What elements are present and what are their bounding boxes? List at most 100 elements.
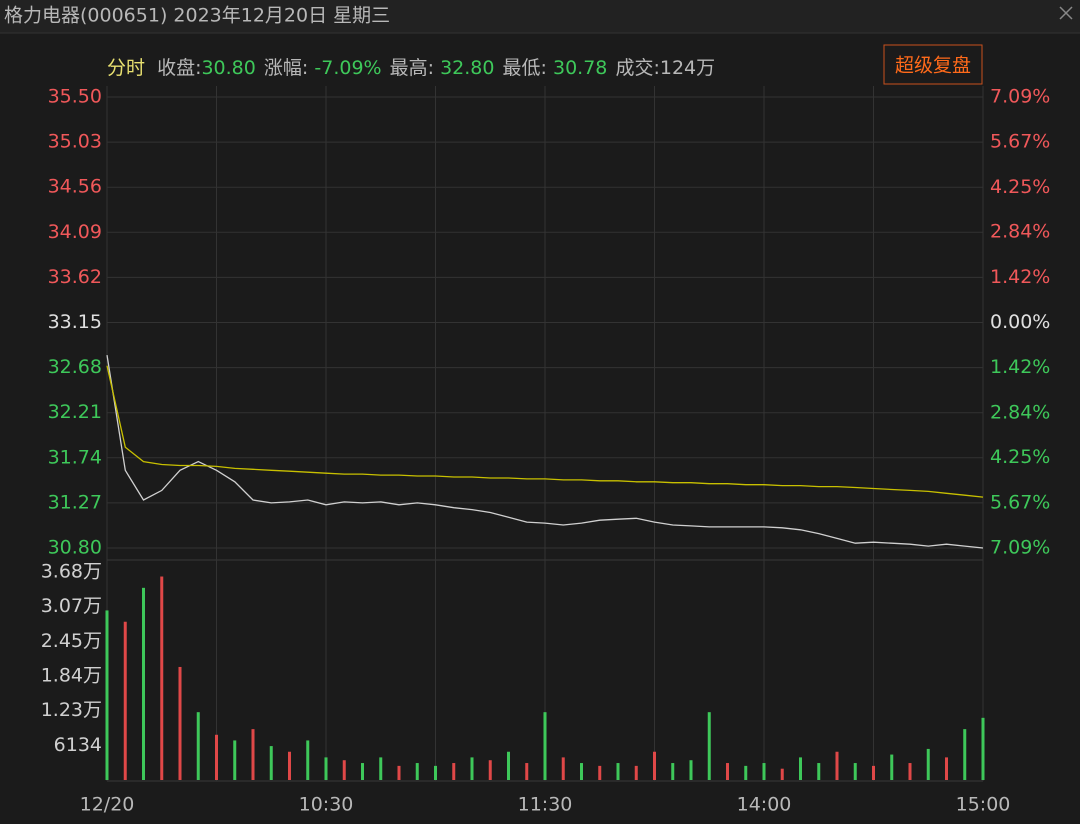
volume-bar [981, 717, 985, 780]
volume-bar [908, 763, 912, 780]
turnover: 成交:124万 [615, 57, 715, 79]
volume-bar [142, 587, 145, 780]
y-tick-label: 1.23万 [41, 699, 102, 721]
button-label[interactable]: 超级复盘 [895, 55, 971, 77]
volume-bar [963, 729, 967, 780]
y2-tick-label: 0.00% [990, 311, 1050, 333]
volume-bar [123, 621, 127, 780]
volume-bar [488, 760, 492, 780]
y2-tick-label: 2.84% [990, 401, 1050, 423]
y2-tick-label: 4.25% [990, 446, 1050, 468]
volume-bar [178, 666, 182, 780]
y-tick-label: 1.84万 [41, 665, 102, 687]
volume-bar [361, 763, 364, 780]
volume-bar [233, 740, 237, 780]
info-label: 涨幅: [264, 57, 314, 79]
y-tick-label: 3.07万 [41, 595, 102, 617]
info-label: 收盘: [157, 57, 201, 79]
info-line: 分时 收盘:30.80 涨幅: -7.09% 最高: 32.80 最低: 30.… [107, 57, 715, 79]
volume-bar [872, 765, 875, 780]
y-tick-label: 32.21 [48, 401, 102, 423]
y-tick-label: 33.62 [48, 266, 102, 288]
y-tick-label: 30.80 [48, 537, 102, 559]
info-value: 30.80 [201, 57, 255, 79]
replay-button[interactable]: 超级复盘 [883, 44, 983, 85]
y-tick-label: 35.50 [48, 86, 102, 108]
volume-bar [105, 610, 109, 780]
info-value: 30.78 [553, 57, 607, 79]
volume-bar [671, 763, 675, 780]
y-tick-label: 6134 [54, 734, 102, 756]
volume-bar [926, 748, 930, 780]
volume-bar [853, 763, 857, 780]
volume-bar [215, 734, 218, 780]
close-button[interactable] [1059, 6, 1073, 20]
volume-bar [288, 751, 291, 780]
x-tick-label: 14:00 [737, 794, 792, 816]
y-tick-label: 34.56 [48, 176, 102, 198]
volume-bar [598, 765, 602, 780]
volume-bar [890, 754, 894, 780]
y2-tick-label: 5.67% [990, 131, 1050, 153]
volume-bar [707, 712, 711, 780]
mode: 分时 [107, 57, 145, 79]
volume-bar [580, 763, 583, 780]
info-label: 最低: [503, 57, 553, 79]
y2-tick-label: 7.09% [990, 86, 1050, 108]
y-tick-label: 31.27 [48, 491, 102, 513]
x-tick-label: 12/20 [80, 794, 135, 816]
volume-bar [835, 751, 839, 780]
info-label: 最高: [390, 57, 440, 79]
volume-bar [543, 712, 547, 780]
volume-bar [817, 763, 821, 780]
volume-bar [653, 751, 656, 780]
volume-bar [415, 763, 419, 780]
volume-bar [507, 751, 510, 780]
volume-bar [762, 763, 766, 780]
y-tick-label: 33.15 [48, 311, 102, 333]
volume-bar [634, 765, 638, 780]
title-bar [0, 0, 1080, 33]
volume-bar [780, 768, 784, 780]
y-tick-label: 3.68万 [41, 561, 102, 583]
y2-tick-label: 2.84% [990, 221, 1050, 243]
volume-bar [160, 576, 164, 780]
window-title: 格力电器(000651) 2023年12月20日 星期三 [4, 5, 390, 27]
info-value: -7.09% [314, 57, 381, 79]
y-tick-label: 2.45万 [41, 630, 102, 652]
volume-bar [470, 757, 474, 780]
volume-bar [434, 765, 437, 780]
volume-bar [452, 763, 456, 780]
y-tick-label: 32.68 [48, 356, 102, 378]
info-value: 32.80 [440, 57, 494, 79]
volume-bar [342, 760, 346, 780]
volume-bar [269, 746, 273, 780]
y2-tick-label: 5.67% [990, 491, 1050, 513]
volume-bar [744, 765, 748, 780]
volume-bar [616, 763, 620, 780]
y-tick-label: 34.09 [48, 221, 102, 243]
y-tick-label: 31.74 [48, 446, 102, 468]
y2-tick-label: 7.09% [990, 537, 1050, 559]
volume-bar [561, 757, 565, 780]
volume-bar [324, 757, 328, 780]
volume-bar [799, 757, 802, 780]
x-tick-label: 10:30 [299, 794, 354, 816]
volume-bar [251, 729, 255, 780]
volume-bar [525, 763, 529, 780]
series-line [106, 365, 984, 498]
x-tick-label: 11:30 [518, 794, 573, 816]
y2-tick-label: 1.42% [990, 266, 1050, 288]
volume-bar [945, 757, 948, 780]
volume-bar [689, 760, 693, 780]
volume-bar [726, 763, 729, 780]
series-line [106, 354, 984, 549]
y2-tick-label: 1.42% [990, 356, 1050, 378]
volume-bar [196, 712, 200, 780]
button-frame[interactable] [883, 44, 983, 85]
volume-bar [397, 765, 401, 780]
volume-bar [379, 757, 383, 780]
y-tick-label: 35.03 [48, 131, 102, 153]
